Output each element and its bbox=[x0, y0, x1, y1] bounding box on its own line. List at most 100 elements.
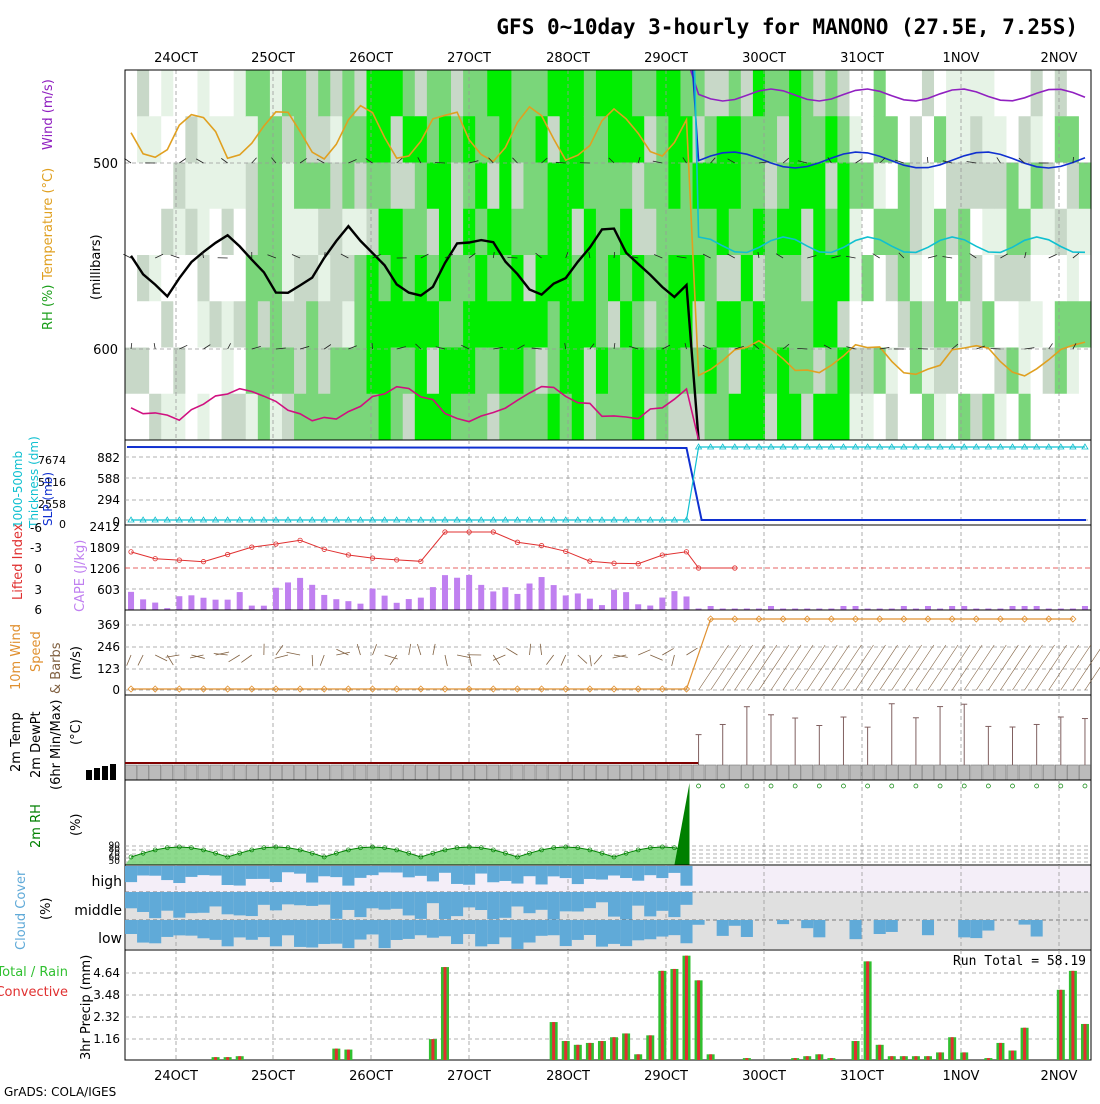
temp-range-bar bbox=[415, 765, 426, 780]
rh-cell bbox=[475, 70, 488, 117]
rh-cell bbox=[656, 255, 669, 302]
rh-cell bbox=[342, 163, 355, 210]
cloud-mid-bar bbox=[234, 892, 246, 915]
rh-cell bbox=[1031, 301, 1044, 348]
rh-cell bbox=[1031, 255, 1044, 302]
cape-bar bbox=[1082, 606, 1088, 610]
cape-bar bbox=[514, 594, 520, 610]
rh-cell bbox=[354, 255, 367, 302]
rh-cell bbox=[1006, 163, 1019, 210]
rh-cell bbox=[246, 209, 259, 256]
rh-cell bbox=[354, 209, 367, 256]
rh-cell bbox=[197, 255, 210, 302]
cloud-low-bar bbox=[379, 920, 391, 948]
rh-cell bbox=[161, 301, 174, 348]
rh-cell bbox=[825, 348, 838, 395]
rh-cell bbox=[656, 394, 669, 441]
rh-cell bbox=[1067, 116, 1080, 163]
rh-cell bbox=[125, 348, 138, 395]
cloud-mid-bar bbox=[487, 892, 499, 919]
rh-cell bbox=[777, 394, 790, 441]
rh-cell bbox=[451, 70, 464, 117]
temp-range-bar bbox=[633, 765, 644, 780]
rh-cell bbox=[596, 209, 609, 256]
rh-cell bbox=[608, 394, 621, 441]
cloud-low-bar bbox=[1031, 920, 1043, 937]
rh-cell bbox=[354, 116, 367, 163]
top-time-label: 30OCT bbox=[742, 51, 786, 66]
cloud-low-bar bbox=[246, 920, 258, 940]
cloud-mid-bar bbox=[161, 892, 173, 911]
temp-range-bar bbox=[1007, 765, 1018, 780]
cloud-units-label: (%) bbox=[39, 898, 54, 921]
li-tick: 0 bbox=[34, 562, 42, 576]
cape-bar bbox=[490, 591, 496, 610]
precip-tick: 4.64 bbox=[93, 966, 120, 980]
cape-bar bbox=[527, 583, 533, 610]
rh-cell bbox=[258, 209, 271, 256]
rh-cell bbox=[222, 163, 235, 210]
rh-cell bbox=[620, 348, 633, 395]
rh-cell bbox=[487, 70, 500, 117]
rh-cell bbox=[656, 348, 669, 395]
rh-cell bbox=[608, 348, 621, 395]
temp-range-bar bbox=[584, 765, 595, 780]
rh-cell bbox=[415, 348, 428, 395]
rh-cell bbox=[1019, 116, 1032, 163]
rh-cell bbox=[994, 255, 1007, 302]
temp-range-bar bbox=[355, 765, 366, 780]
cloud-low-bar bbox=[656, 920, 668, 937]
rh-cell bbox=[1031, 394, 1044, 441]
rh-cell bbox=[608, 301, 621, 348]
cape-bar bbox=[128, 592, 134, 610]
rh-cell bbox=[934, 209, 947, 256]
rh-cell bbox=[499, 209, 512, 256]
rh-cell bbox=[777, 301, 790, 348]
cape-bar bbox=[418, 598, 424, 610]
rh-cell bbox=[379, 70, 392, 117]
rh-cell bbox=[644, 301, 657, 348]
rh-cell bbox=[185, 394, 198, 441]
rh-cell bbox=[668, 348, 681, 395]
cloud-low-bar bbox=[487, 920, 499, 944]
cape-bar bbox=[285, 582, 291, 610]
cloud-high-bar bbox=[342, 866, 354, 886]
cape-bar bbox=[853, 606, 859, 610]
temp-range-bar bbox=[367, 765, 378, 780]
rh-cell bbox=[982, 255, 995, 302]
rh-cell bbox=[137, 163, 150, 210]
rh-cell bbox=[258, 163, 271, 210]
rh-cell bbox=[801, 70, 814, 117]
rh-cell bbox=[934, 394, 947, 441]
cloud-high-bar bbox=[125, 866, 137, 882]
rh-cell bbox=[149, 209, 162, 256]
temp-range-bar bbox=[476, 765, 487, 780]
rh-cell bbox=[367, 255, 380, 302]
cape-bar bbox=[1034, 606, 1040, 610]
cloud-low-bar bbox=[560, 920, 572, 946]
rh-cell bbox=[825, 255, 838, 302]
rh-cell bbox=[173, 301, 186, 348]
rh-cell bbox=[620, 301, 633, 348]
precip-conv-bar bbox=[939, 1052, 942, 1060]
temp-range-bar bbox=[560, 765, 571, 780]
rh-cell bbox=[656, 163, 669, 210]
rh-cell bbox=[306, 348, 319, 395]
rh-cell bbox=[729, 301, 742, 348]
rh-cell bbox=[1055, 255, 1068, 302]
rh-cell bbox=[1067, 163, 1080, 210]
cape-bar bbox=[430, 587, 436, 610]
cape-bar bbox=[466, 575, 472, 610]
cloud-mid-bar bbox=[632, 892, 644, 906]
temp-range-bar bbox=[862, 765, 873, 780]
rh-cell bbox=[813, 116, 826, 163]
temp-range-bar bbox=[512, 765, 523, 780]
cape-bar bbox=[708, 606, 714, 610]
cloud-high-bar bbox=[572, 866, 584, 884]
rh-cell bbox=[898, 209, 911, 256]
rh-cell bbox=[173, 116, 186, 163]
rh-cell bbox=[367, 348, 380, 395]
cloud-low-bar bbox=[197, 920, 209, 938]
rh-cell bbox=[596, 394, 609, 441]
rh-cell bbox=[354, 394, 367, 441]
